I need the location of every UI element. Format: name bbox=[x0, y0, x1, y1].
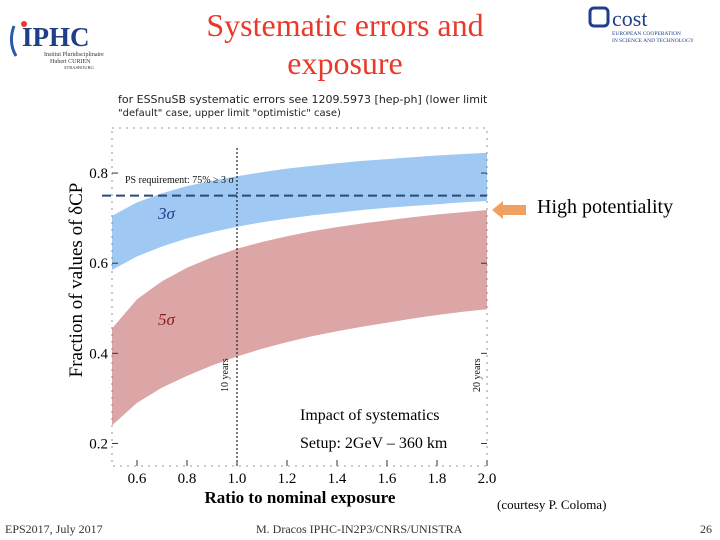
systematics-note-line2: "default" case, upper limit "optimistic"… bbox=[118, 108, 341, 119]
y-tick-label: 0.8 bbox=[89, 166, 108, 182]
x-axis-label: Ratio to nominal exposure bbox=[205, 488, 396, 507]
vline-label-20-years: 20 years bbox=[472, 358, 483, 392]
annotation-setup: Setup: 2GeV – 360 km bbox=[300, 435, 448, 452]
courtesy-note: (courtesy P. Coloma) bbox=[497, 497, 607, 512]
x-tick-label: 1.8 bbox=[428, 471, 447, 487]
x-tick-label: 0.6 bbox=[128, 471, 147, 487]
cost-logo-line1: EUROPEAN COOPERATION bbox=[612, 31, 681, 37]
y-tick-label: 0.4 bbox=[89, 346, 108, 362]
cost-logo: cost EUROPEAN COOPERATION IN SCIENCE AND… bbox=[588, 6, 694, 44]
iphc-logo-name: IPHC bbox=[22, 22, 90, 52]
iphc-logo: IPHC Institut Pluridisciplinaire Hubert … bbox=[9, 21, 104, 70]
cost-logo-line2: IN SCIENCE AND TECHNOLOGY bbox=[612, 38, 694, 44]
x-tick-label: 1.2 bbox=[278, 471, 297, 487]
high-potentiality-label: High potentiality bbox=[537, 196, 674, 218]
y-axis-label: Fraction of values of δCP bbox=[66, 183, 87, 378]
footer-conference: EPS2017, July 2017 bbox=[5, 522, 103, 536]
series-label-3sigma: 3σ bbox=[157, 204, 176, 223]
iphc-logo-line3: STRASBOURG bbox=[64, 65, 95, 70]
x-tick-label: 2.0 bbox=[478, 471, 497, 487]
iphc-logo-line2: Hubert CURIEN bbox=[50, 59, 91, 65]
annotation-impact: Impact of systematics bbox=[300, 407, 440, 424]
iphc-logo-line1: Institut Pluridisciplinaire bbox=[44, 52, 104, 58]
band-3sigma bbox=[112, 152, 487, 270]
series-label-5sigma: 5σ bbox=[158, 310, 176, 329]
requirement-label: PS requirement: 75% ≥ 3 σ bbox=[125, 175, 235, 186]
arrow-left-icon bbox=[492, 201, 526, 219]
x-tick-label: 1.0 bbox=[228, 471, 247, 487]
vline-label-10-years: 10 years bbox=[220, 358, 231, 392]
x-tick-label: 0.8 bbox=[178, 471, 197, 487]
y-tick-label: 0.2 bbox=[89, 436, 108, 452]
band-5sigma bbox=[112, 210, 487, 426]
page-number: 26 bbox=[700, 522, 712, 536]
x-tick-label: 1.6 bbox=[378, 471, 397, 487]
footer-author: M. Dracos IPHC-IN2P3/CNRS/UNISTRA bbox=[256, 522, 463, 536]
y-tick-label: 0.6 bbox=[89, 256, 108, 272]
x-tick-label: 1.4 bbox=[328, 471, 347, 487]
slide-title: Systematic errors and exposure bbox=[206, 7, 484, 81]
cost-logo-name: cost bbox=[612, 6, 647, 31]
systematics-note-line1: for ESSnuSB systematic errors see 1209.5… bbox=[118, 93, 488, 106]
